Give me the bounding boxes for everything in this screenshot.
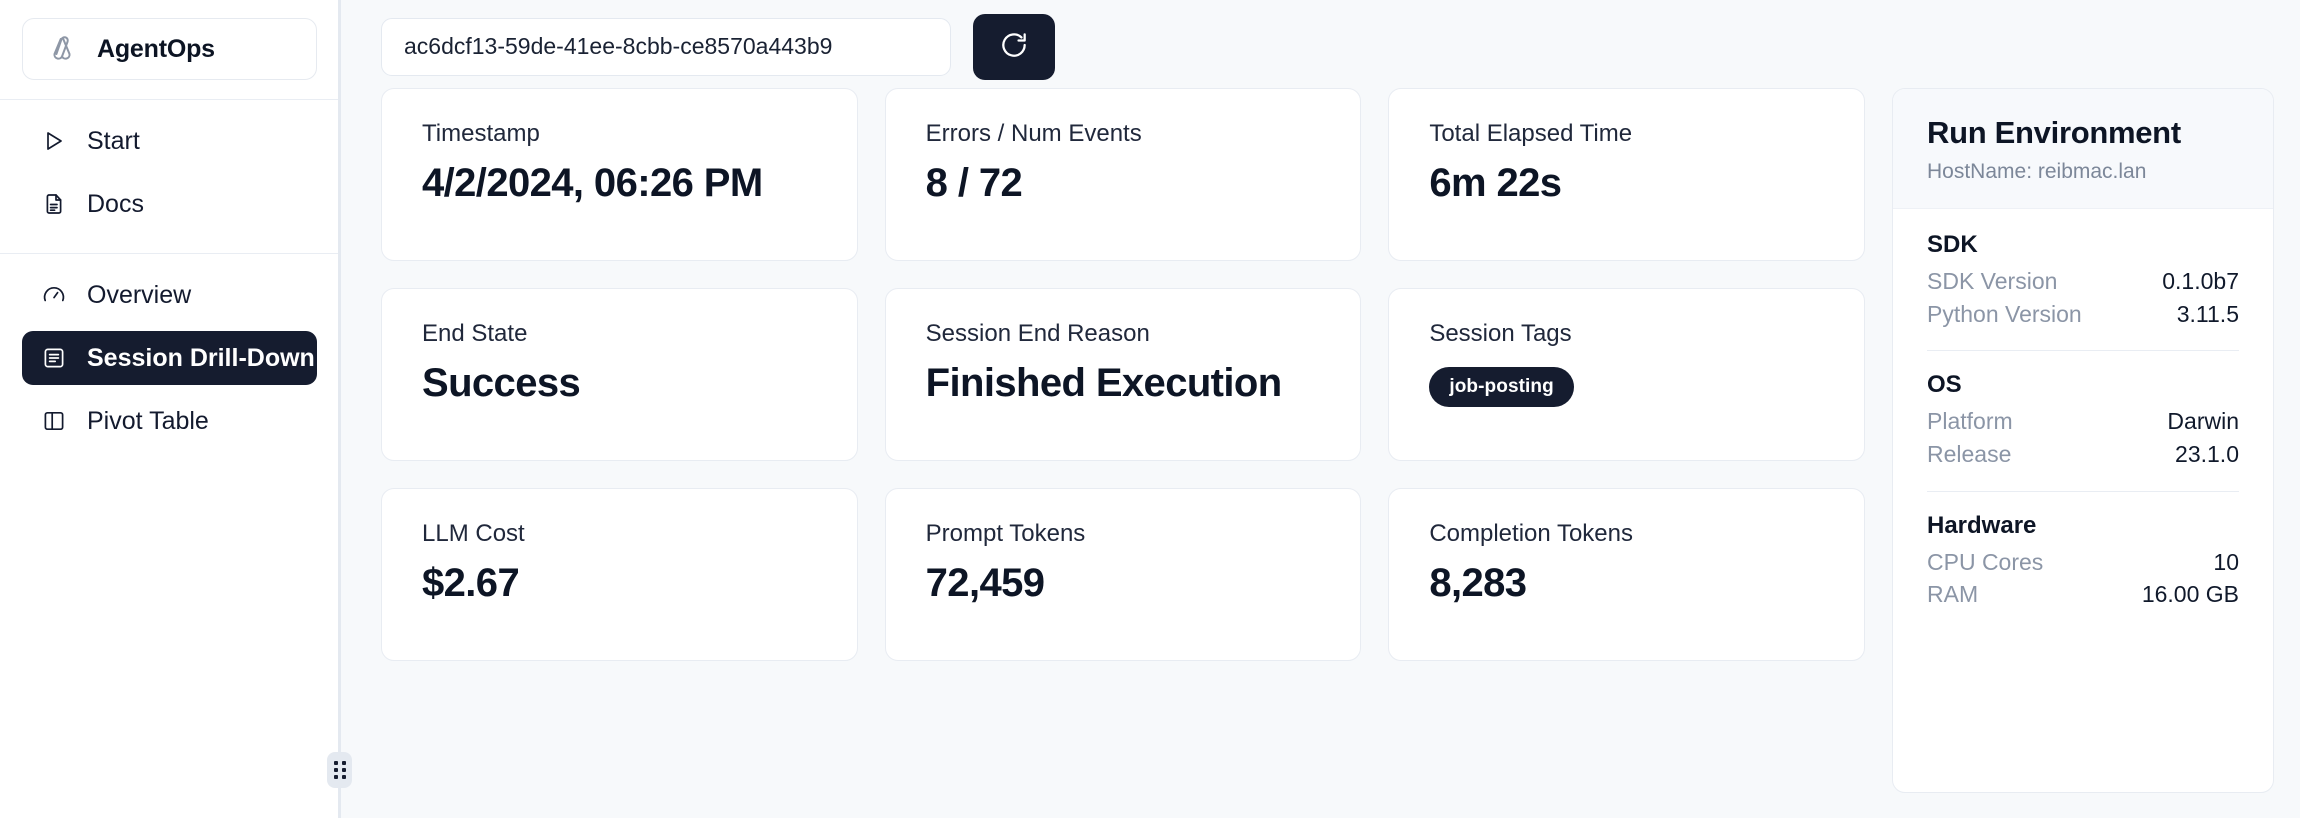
- env-row: CPU Cores 10: [1927, 546, 2239, 579]
- card-label: Session Tags: [1429, 320, 1572, 347]
- card-value: 72,459: [925, 561, 1045, 606]
- sidebar-item-start[interactable]: Start: [22, 114, 317, 168]
- metric-card-session-end-reason: Session End Reason Finished Execution: [884, 288, 1362, 461]
- grip-dots-icon: [333, 761, 346, 779]
- env-key: Platform: [1927, 408, 2013, 435]
- card-label: LLM Cost: [422, 520, 525, 547]
- sidebar-item-label: Pivot Table: [87, 406, 209, 435]
- sidebar-divider-middle: [0, 253, 339, 254]
- metric-card-llm-cost: LLM Cost $2.67: [381, 488, 858, 661]
- run-environment-panel: Run Environment HostName: reibmac.lan SD…: [1892, 88, 2274, 793]
- env-row: Python Version 3.11.5: [1927, 298, 2239, 331]
- brand-wrapper: AgentOps: [0, 0, 339, 80]
- sidebar-item-pivot-table[interactable]: Pivot Table: [22, 394, 317, 448]
- sidebar-item-session-drill-down[interactable]: Session Drill-Down: [22, 331, 317, 385]
- sidebar-item-label: Overview: [87, 280, 192, 309]
- env-key: Release: [1927, 440, 2012, 467]
- metric-card-timestamp: Timestamp 4/2/2024, 06:26 PM: [381, 88, 858, 261]
- env-section-title: Hardware: [1927, 511, 2037, 539]
- metric-card-session-tags: Session Tags job-posting: [1388, 288, 1865, 461]
- env-value: 0.1.0b7: [2162, 268, 2239, 294]
- card-label: Total Elapsed Time: [1429, 120, 1633, 147]
- metric-card-errors-num-events: Errors / Num Events 8 / 72: [884, 88, 1362, 261]
- metric-card-total-elapsed-time: Total Elapsed Time 6m 22s: [1388, 88, 1865, 261]
- run-environment-header: Run Environment HostName: reibmac.lan: [1893, 89, 2273, 209]
- card-value: 8 / 72: [925, 161, 1023, 206]
- sidebar-primary-nav: Start Docs: [0, 100, 339, 231]
- document-icon: [40, 190, 68, 218]
- card-label: Errors / Num Events: [925, 120, 1142, 147]
- env-key: CPU Cores: [1927, 548, 2044, 575]
- columns-icon: [40, 407, 68, 435]
- env-key: SDK Version: [1927, 268, 2058, 294]
- card-value: 4/2/2024, 06:26 PM: [422, 161, 763, 206]
- metric-card-prompt-tokens: Prompt Tokens 72,459: [884, 488, 1362, 661]
- env-divider: [1927, 490, 2239, 492]
- env-section-hardware: Hardware CPU Cores 10 RAM 16.00 GB: [1927, 512, 2239, 611]
- env-divider: [1927, 350, 2239, 352]
- card-label: Completion Tokens: [1429, 520, 1633, 547]
- env-section-title: SDK: [1927, 231, 1978, 258]
- run-environment-hostname: HostName: reibmac.lan: [1927, 160, 2147, 183]
- sidebar-resize-divider[interactable]: [327, 0, 352, 818]
- card-value: $2.67: [422, 561, 520, 606]
- gauge-icon: [40, 281, 68, 309]
- list-panel-icon: [40, 344, 68, 372]
- sidebar-item-label: Docs: [87, 189, 144, 218]
- session-id-input[interactable]: [381, 17, 951, 76]
- env-value: 23.1.0: [2175, 440, 2239, 467]
- metric-card-end-state: End State Success: [381, 288, 858, 461]
- card-label: Prompt Tokens: [925, 520, 1086, 547]
- card-label: Session End Reason: [925, 320, 1150, 347]
- top-toolbar: [381, 0, 2274, 88]
- env-value: 3.11.5: [2176, 300, 2239, 327]
- env-row: Platform Darwin: [1927, 405, 2239, 438]
- card-value: 8,283: [1429, 561, 1527, 606]
- card-value: Success: [422, 361, 581, 406]
- env-value: 10: [2213, 548, 2239, 575]
- refresh-icon: [998, 29, 1030, 64]
- env-row: RAM 16.00 GB: [1927, 578, 2239, 611]
- session-tag-badge[interactable]: job-posting: [1429, 367, 1574, 408]
- env-value: 16.00 GB: [2141, 581, 2239, 608]
- env-key: RAM: [1927, 581, 1979, 608]
- run-environment-title: Run Environment: [1927, 115, 2181, 150]
- sidebar-item-label: Start: [87, 126, 140, 155]
- play-icon: [40, 127, 68, 155]
- env-row: SDK Version 0.1.0b7: [1927, 265, 2239, 298]
- main-content: Timestamp 4/2/2024, 06:26 PM Errors / Nu…: [339, 0, 2300, 818]
- env-row: Release 23.1.0: [1927, 438, 2239, 471]
- card-label: Timestamp: [422, 120, 540, 147]
- run-environment-body: SDK SDK Version 0.1.0b7 Python Version 3…: [1893, 209, 2273, 611]
- card-value: 6m 22s: [1429, 161, 1562, 206]
- card-value: Finished Execution: [925, 361, 1283, 406]
- sidebar-secondary-nav: Overview Session Drill-Down: [0, 254, 339, 448]
- refresh-button[interactable]: [973, 13, 1055, 80]
- sidebar-item-docs[interactable]: Docs: [22, 177, 317, 231]
- env-section-sdk: SDK SDK Version 0.1.0b7 Python Version 3…: [1927, 231, 2239, 330]
- sidebar-item-label: Session Drill-Down: [87, 343, 315, 372]
- metric-card-completion-tokens: Completion Tokens 8,283: [1388, 488, 1865, 661]
- brand-name: AgentOps: [97, 34, 215, 63]
- paperclip-icon: [45, 32, 79, 66]
- sidebar-divider-top: [0, 99, 339, 100]
- env-key: Python Version: [1927, 300, 2082, 327]
- sidebar: AgentOps Start: [0, 0, 352, 818]
- content-area: Timestamp 4/2/2024, 06:26 PM Errors / Nu…: [381, 88, 2274, 818]
- sidebar-item-overview[interactable]: Overview: [22, 268, 317, 322]
- env-value: Darwin: [2167, 408, 2239, 435]
- metric-cards-grid: Timestamp 4/2/2024, 06:26 PM Errors / Nu…: [381, 88, 1865, 810]
- env-section-title: OS: [1927, 371, 1962, 399]
- brand-button[interactable]: AgentOps: [22, 18, 317, 80]
- sidebar-resize-handle[interactable]: [327, 752, 352, 788]
- env-section-os: OS Platform Darwin Release 23.1.0: [1927, 371, 2239, 470]
- card-label: End State: [422, 320, 528, 347]
